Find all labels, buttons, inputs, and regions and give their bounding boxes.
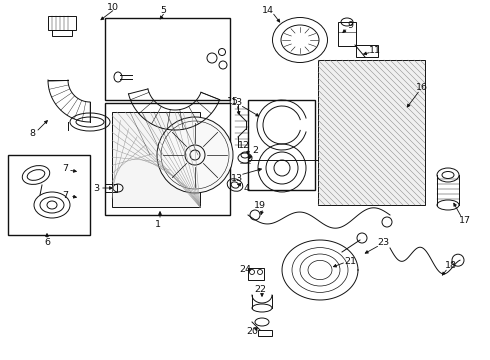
Text: 12: 12 — [238, 140, 250, 149]
Text: 8: 8 — [29, 129, 35, 138]
Bar — [105, 18, 230, 100]
Text: 17: 17 — [459, 216, 471, 225]
Bar — [338, 22, 356, 46]
Text: 3: 3 — [93, 184, 99, 193]
Bar — [105, 184, 117, 192]
Bar — [318, 60, 425, 205]
Text: 2: 2 — [252, 145, 258, 154]
Bar — [248, 268, 264, 280]
Bar — [8, 155, 90, 235]
Bar — [356, 45, 378, 57]
Text: 22: 22 — [254, 285, 266, 294]
Text: 21: 21 — [344, 257, 356, 266]
Bar — [258, 330, 272, 336]
Text: 19: 19 — [254, 201, 266, 210]
Bar — [112, 112, 200, 207]
Text: 16: 16 — [416, 82, 428, 91]
Text: 7: 7 — [62, 163, 68, 172]
Bar — [48, 16, 76, 30]
Text: 24: 24 — [239, 266, 251, 274]
Text: 1: 1 — [155, 220, 161, 229]
Text: 20: 20 — [246, 328, 258, 337]
Text: 10: 10 — [107, 3, 119, 12]
Text: 14: 14 — [262, 5, 274, 14]
Text: 13: 13 — [231, 98, 243, 107]
Bar — [248, 100, 315, 190]
Text: 7: 7 — [62, 190, 68, 199]
Text: 6: 6 — [44, 238, 50, 247]
Bar — [52, 30, 72, 36]
Text: 18: 18 — [445, 261, 457, 270]
Text: 15: 15 — [227, 96, 239, 105]
Text: 4: 4 — [243, 184, 249, 193]
Text: 11: 11 — [369, 45, 381, 54]
Circle shape — [157, 117, 233, 193]
Text: 9: 9 — [347, 21, 353, 30]
Text: 13: 13 — [231, 174, 243, 183]
Text: 23: 23 — [377, 238, 389, 247]
Bar — [105, 103, 230, 215]
Text: 5: 5 — [160, 5, 166, 14]
